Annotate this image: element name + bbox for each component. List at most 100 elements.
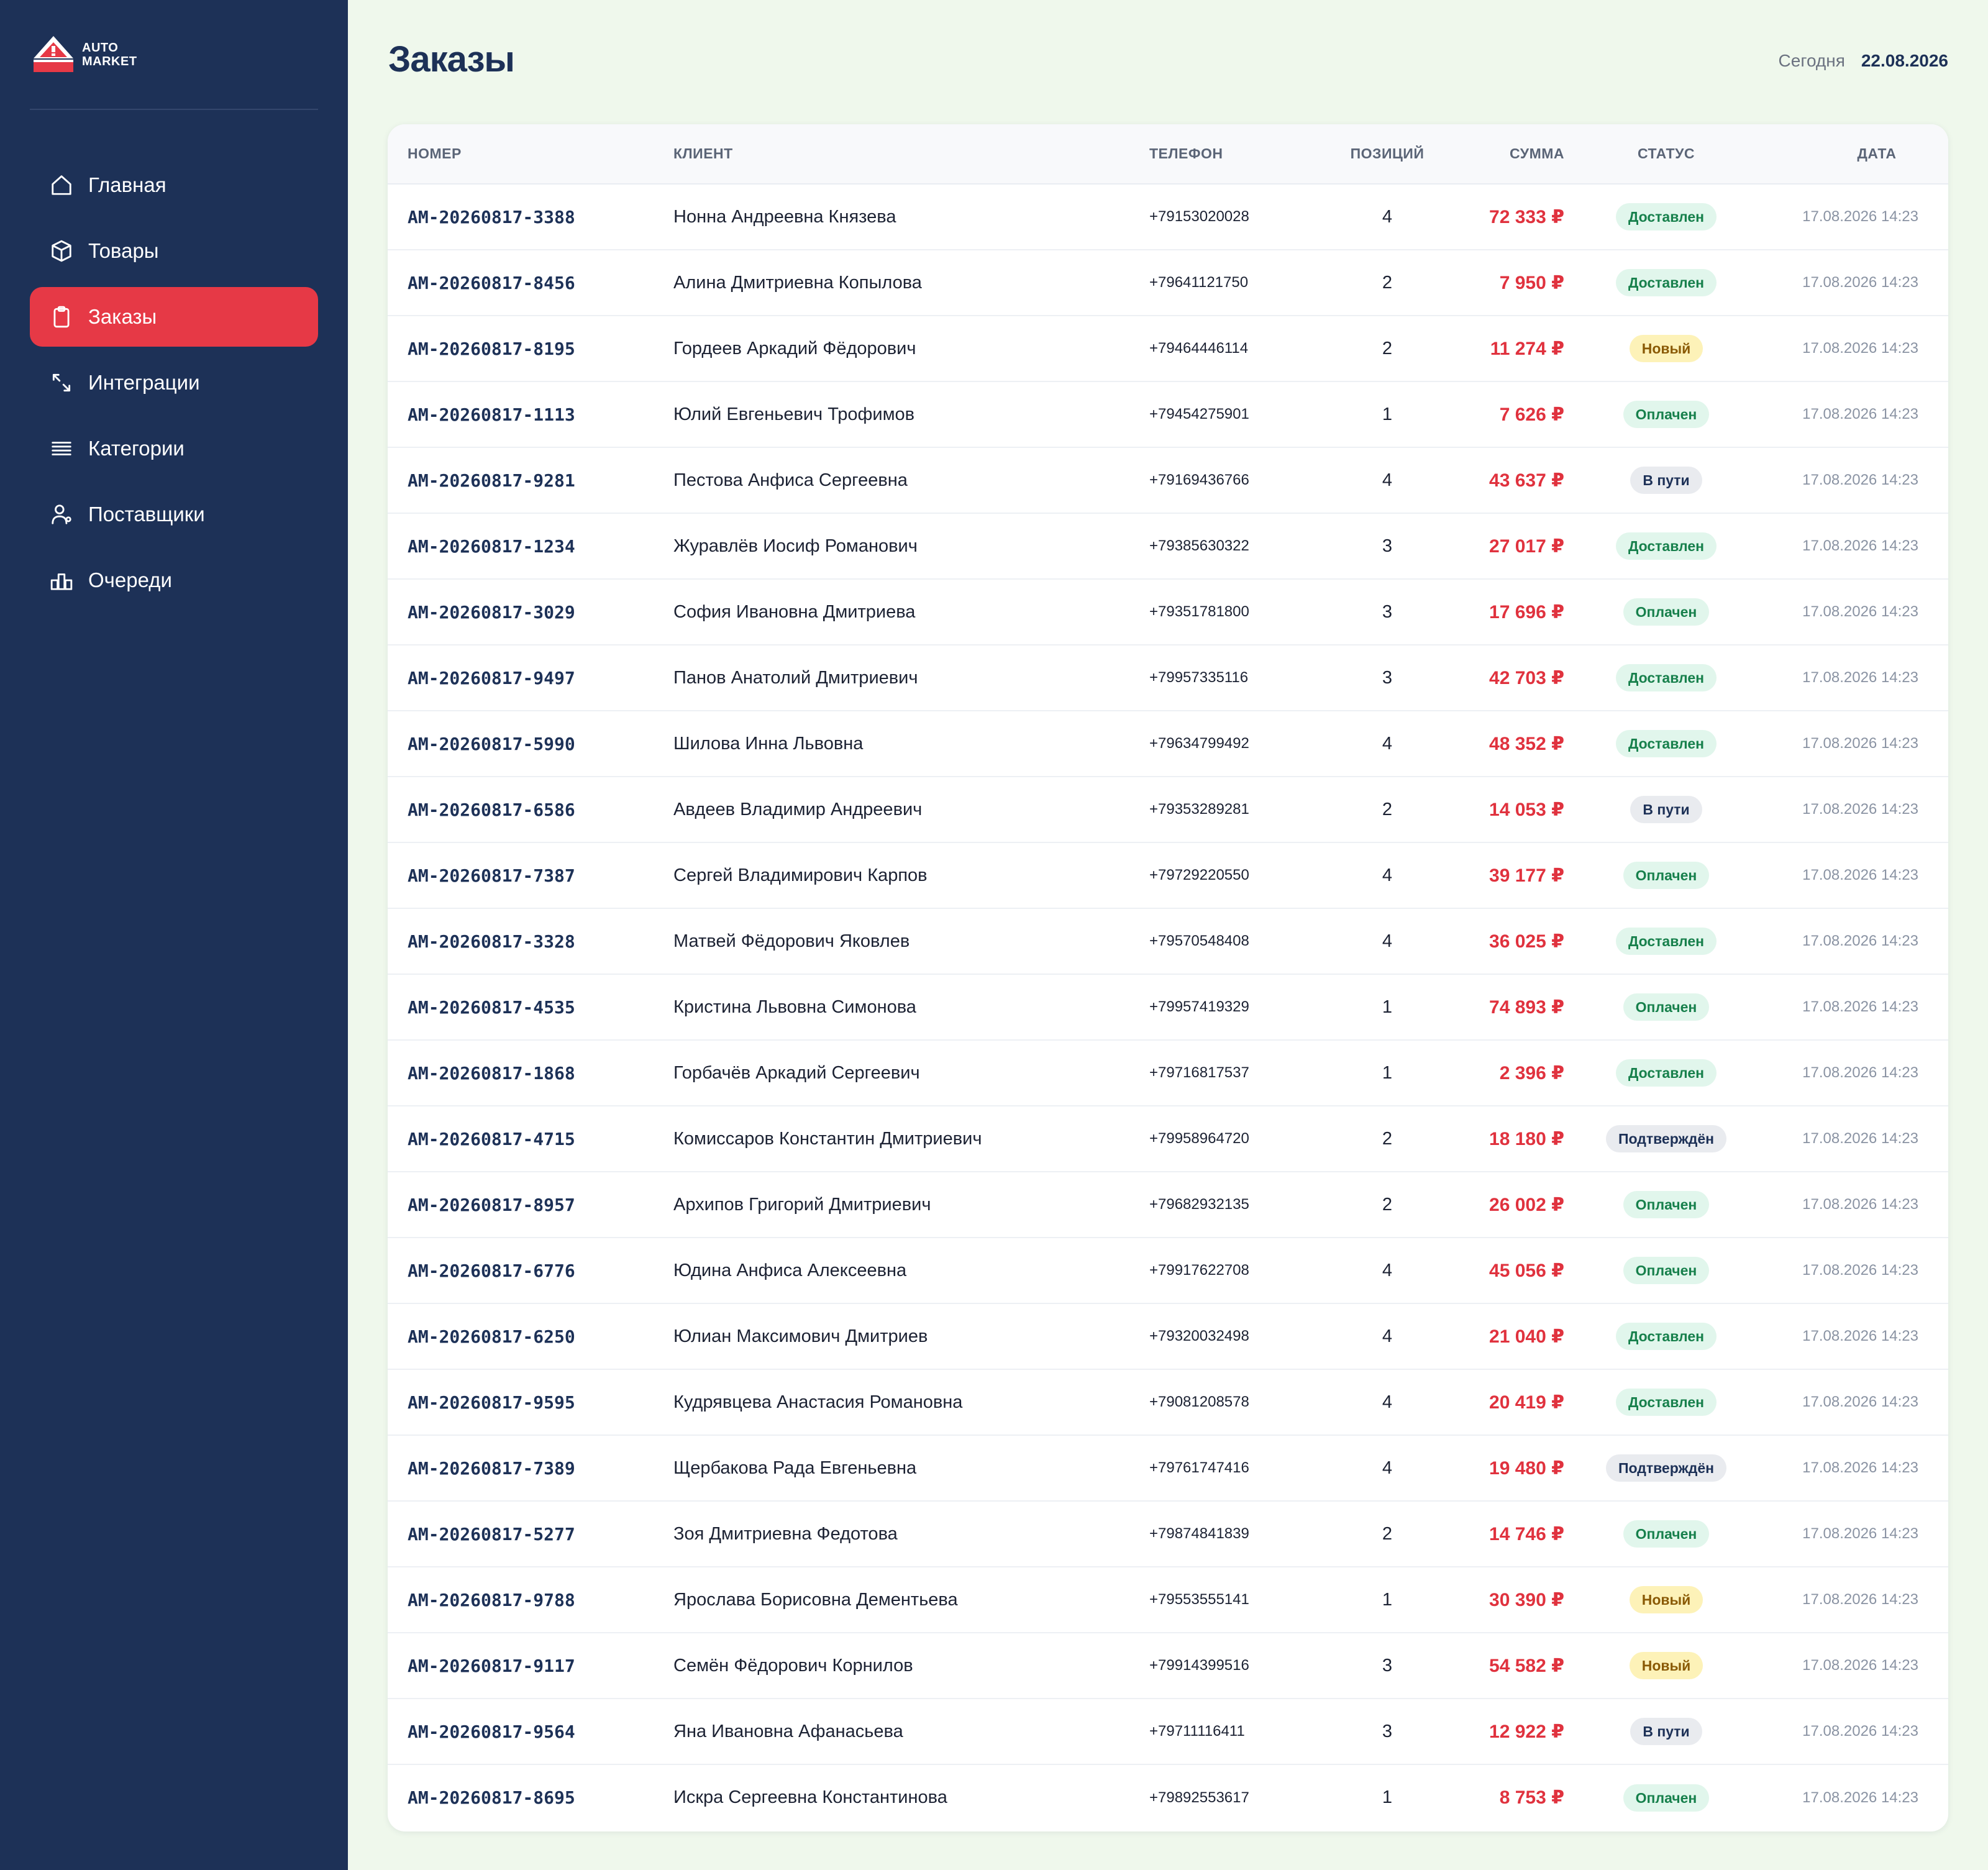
- order-number[interactable]: AM-20260817-7387: [388, 842, 673, 908]
- table-row[interactable]: AM-20260817-8195 Гордеев Аркадий Фёдорови…: [388, 315, 1948, 381]
- sidebar-item-integrations[interactable]: Интеграции: [30, 353, 318, 413]
- order-number[interactable]: AM-20260817-9497: [388, 644, 673, 711]
- sidebar-item-label: Категории: [88, 437, 185, 460]
- order-number[interactable]: AM-20260817-6776: [388, 1237, 673, 1303]
- table-row[interactable]: AM-20260817-1868 Горбачёв Аркадий Сергеев…: [388, 1039, 1948, 1106]
- table-row[interactable]: AM-20260817-9788 Ярослава Борисовна Демен…: [388, 1566, 1948, 1633]
- table-row[interactable]: AM-20260817-6776 Юдина Анфиса Алексеевна +…: [388, 1237, 1948, 1303]
- sidebar-item-label: Товары: [88, 239, 159, 262]
- order-number[interactable]: AM-20260817-9788: [388, 1566, 673, 1633]
- order-number[interactable]: AM-20260817-4715: [388, 1105, 673, 1172]
- order-number[interactable]: AM-20260817-7389: [388, 1434, 673, 1501]
- table-row[interactable]: AM-20260817-9497 Панов Анатолий Дмитриеви…: [388, 644, 1948, 711]
- table-row[interactable]: AM-20260817-4535 Кристина Львовна Симонов…: [388, 974, 1948, 1040]
- order-number[interactable]: AM-20260817-8195: [388, 315, 673, 381]
- phone-number: +79958964720: [1149, 1105, 1334, 1172]
- positions-count: 3: [1334, 578, 1440, 645]
- table-row[interactable]: AM-20260817-3388 Нонна Андреевна Князева +…: [388, 184, 1948, 250]
- table-row[interactable]: AM-20260817-8695 Искра Сергеевна Констант…: [388, 1764, 1948, 1830]
- client-name: Кудрявцева Анастасия Романовна: [673, 1369, 1149, 1435]
- status-badge: В пути: [1630, 796, 1702, 823]
- status-badge: Доставлен: [1615, 1323, 1717, 1350]
- table-row[interactable]: AM-20260817-9117 Семён Фёдорович Корнилов…: [388, 1632, 1948, 1699]
- status-badge: Доставлен: [1615, 1389, 1717, 1416]
- logo-text: AUTO MARKET: [82, 41, 137, 68]
- column-header-sum[interactable]: Сумма: [1440, 124, 1564, 185]
- order-number[interactable]: AM-20260817-9564: [388, 1698, 673, 1764]
- sidebar-item-label: Интеграции: [88, 371, 200, 394]
- order-number[interactable]: AM-20260817-1113: [388, 381, 673, 447]
- status-badge: Оплачен: [1623, 1784, 1710, 1812]
- table-row[interactable]: AM-20260817-5990 Шилова Инна Львовна +7963…: [388, 710, 1948, 777]
- table-row[interactable]: AM-20260817-9564 Яна Ивановна Афанасьева +…: [388, 1698, 1948, 1764]
- sidebar-item-queues[interactable]: Очереди: [30, 550, 318, 610]
- status-badge: В пути: [1630, 467, 1702, 494]
- order-number[interactable]: AM-20260817-4535: [388, 974, 673, 1040]
- order-date: 17.08.2026 14:23: [1768, 908, 1948, 974]
- status-badge: Оплачен: [1623, 1257, 1710, 1284]
- order-number[interactable]: AM-20260817-8957: [388, 1171, 673, 1238]
- order-number[interactable]: AM-20260817-5277: [388, 1500, 673, 1567]
- app-logo[interactable]: AUTO MARKET: [32, 35, 137, 75]
- order-number[interactable]: AM-20260817-3388: [408, 206, 575, 227]
- status-badge: В пути: [1630, 1718, 1702, 1745]
- table-row[interactable]: AM-20260817-4715 Комиссаров Константин Дм…: [388, 1105, 1948, 1172]
- table-row[interactable]: AM-20260817-6586 Авдеев Владимир Андрееви…: [388, 776, 1948, 842]
- sidebar-item-orders[interactable]: Заказы: [30, 287, 318, 347]
- table-row[interactable]: AM-20260817-5277 Зоя Дмитриевна Федотова +…: [388, 1500, 1948, 1567]
- table-row[interactable]: AM-20260817-6250 Юлиан Максимович Дмитрие…: [388, 1303, 1948, 1369]
- client-name: Алина Дмитриевна Копылова: [673, 249, 1149, 316]
- table-row[interactable]: AM-20260817-8957 Архипов Григорий Дмитрие…: [388, 1171, 1948, 1238]
- order-number[interactable]: AM-20260817-9595: [388, 1369, 673, 1435]
- order-number[interactable]: AM-20260817-6586: [388, 776, 673, 842]
- table-row[interactable]: AM-20260817-9595 Кудрявцева Анастасия Ром…: [388, 1369, 1948, 1435]
- order-date: 17.08.2026 14:23: [1768, 1369, 1948, 1435]
- table-row[interactable]: AM-20260817-7389 Щербакова Рада Евгеньевн…: [388, 1434, 1948, 1501]
- table-row[interactable]: AM-20260817-8456 Алина Дмитриевна Копылов…: [388, 249, 1948, 316]
- sidebar-item-suppliers[interactable]: Поставщики: [30, 485, 318, 544]
- orders-table: Номер Клиент Телефон Позиций Сумма Стату…: [388, 124, 1948, 1830]
- column-header-status[interactable]: Статус: [1564, 124, 1768, 185]
- phone-number: +79716817537: [1149, 1039, 1334, 1106]
- column-header-number[interactable]: Номер: [388, 124, 673, 185]
- order-number[interactable]: AM-20260817-9117: [388, 1632, 673, 1699]
- table-row[interactable]: AM-20260817-1234 Журавлёв Иосиф Романович…: [388, 513, 1948, 579]
- order-number[interactable]: AM-20260817-9281: [388, 447, 673, 513]
- order-number[interactable]: AM-20260817-1868: [388, 1039, 673, 1106]
- order-date: 17.08.2026 14:23: [1768, 1171, 1948, 1238]
- client-name: Сергей Владимирович Карпов: [673, 842, 1149, 908]
- status-cell: Подтверждён: [1564, 1105, 1768, 1172]
- positions-count: 4: [1382, 206, 1393, 227]
- client-name: Матвей Фёдорович Яковлев: [673, 908, 1149, 974]
- order-number[interactable]: AM-20260817-3328: [388, 908, 673, 974]
- phone-number: +79320032498: [1149, 1303, 1334, 1369]
- positions-count: 2: [1334, 1500, 1440, 1567]
- positions-count: 3: [1334, 1698, 1440, 1764]
- sidebar-item-categories[interactable]: Категории: [30, 419, 318, 478]
- order-number[interactable]: AM-20260817-8456: [388, 249, 673, 316]
- order-number[interactable]: AM-20260817-8695: [388, 1764, 673, 1830]
- table-row[interactable]: AM-20260817-7387 Сергей Владимирович Карп…: [388, 842, 1948, 908]
- phone-number: +79351781800: [1149, 578, 1334, 645]
- order-number[interactable]: AM-20260817-5990: [388, 710, 673, 777]
- column-header-phone[interactable]: Телефон: [1149, 124, 1334, 185]
- table-row[interactable]: AM-20260817-9281 Пестова Анфиса Сергеевна…: [388, 447, 1948, 513]
- order-number[interactable]: AM-20260817-6250: [388, 1303, 673, 1369]
- column-header-positions[interactable]: Позиций: [1334, 124, 1440, 185]
- order-number[interactable]: AM-20260817-1234: [388, 513, 673, 579]
- table-row[interactable]: AM-20260817-3029 София Ивановна Дмитриева…: [388, 578, 1948, 645]
- positions-count: 4: [1334, 908, 1440, 974]
- page-title: Заказы: [388, 39, 515, 80]
- status-cell: Новый: [1564, 1632, 1768, 1699]
- sidebar-item-home[interactable]: Главная: [30, 155, 318, 215]
- order-number[interactable]: AM-20260817-3029: [388, 578, 673, 645]
- positions-count: 4: [1334, 1434, 1440, 1501]
- column-header-date[interactable]: Дата: [1768, 124, 1948, 185]
- sidebar-item-products[interactable]: Товары: [30, 221, 318, 281]
- table-row[interactable]: AM-20260817-1113 Юлий Евгеньевич Трофимов…: [388, 381, 1948, 447]
- table-row[interactable]: AM-20260817-3328 Матвей Фёдорович Яковлев…: [388, 908, 1948, 974]
- status-cell: Доставлен: [1564, 908, 1768, 974]
- column-header-client[interactable]: Клиент: [673, 124, 1149, 185]
- order-date: 17.08.2026 14:23: [1768, 1105, 1948, 1172]
- status-cell: Оплачен: [1564, 1764, 1768, 1830]
